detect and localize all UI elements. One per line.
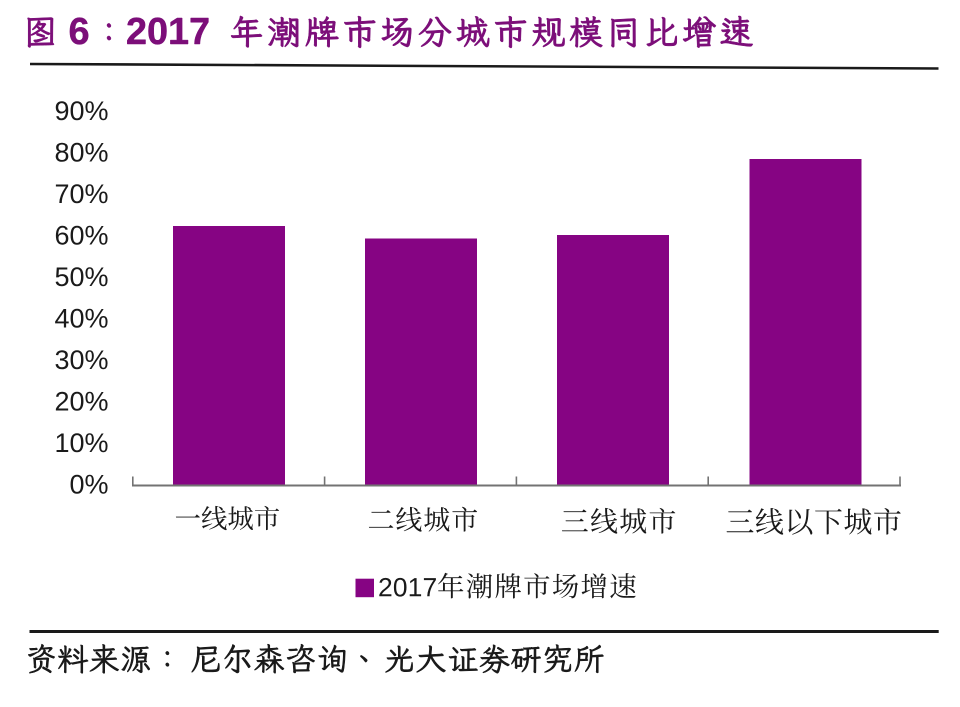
svg-text:40%: 40% xyxy=(54,304,108,334)
svg-text:50%: 50% xyxy=(54,262,108,292)
svg-text:0%: 0% xyxy=(69,470,108,500)
svg-text:60%: 60% xyxy=(54,221,108,251)
svg-text:80%: 80% xyxy=(54,138,108,168)
svg-text:20%: 20% xyxy=(54,387,108,417)
svg-text:70%: 70% xyxy=(54,179,108,209)
svg-text:10%: 10% xyxy=(54,428,108,458)
svg-text:30%: 30% xyxy=(54,345,108,375)
svg-text:90%: 90% xyxy=(54,96,108,126)
